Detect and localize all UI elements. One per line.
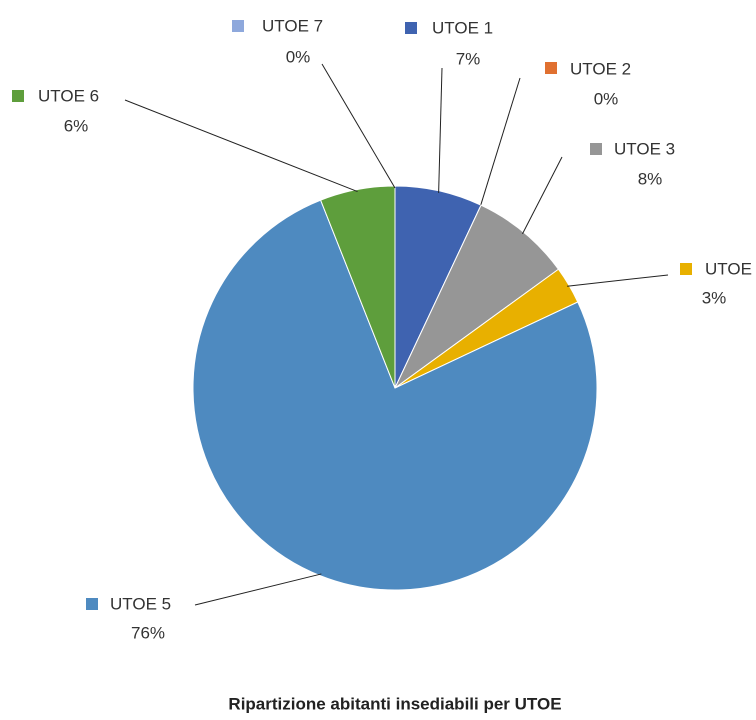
chart-title: Ripartizione abitanti insediabili per UT… — [228, 694, 561, 713]
legend-swatch — [86, 598, 98, 610]
category-label: UTOE 1 — [432, 18, 493, 37]
leader-line — [124, 99, 358, 193]
value-label: 0% — [286, 47, 311, 66]
value-label: 6% — [64, 116, 89, 135]
leader-line — [321, 63, 396, 189]
legend-swatch — [590, 143, 602, 155]
leader-line — [194, 573, 322, 606]
category-label: UTOE 7 — [262, 16, 323, 35]
legend-swatch — [545, 62, 557, 74]
legend-swatch — [12, 90, 24, 102]
value-label: 76% — [131, 623, 165, 642]
category-label: UTOE 3 — [614, 139, 675, 158]
pie-slice — [192, 199, 598, 591]
category-label: UTOE 2 — [570, 59, 631, 78]
leader-line — [522, 156, 563, 235]
value-label: 7% — [456, 49, 481, 68]
leader-line — [479, 77, 521, 208]
value-label: 0% — [594, 89, 619, 108]
legend-swatch — [405, 22, 417, 34]
leader-line — [567, 274, 669, 287]
legend-swatch — [680, 263, 692, 275]
category-label: UTOE 5 — [110, 594, 171, 613]
category-label: UTOE 4 — [705, 259, 756, 278]
leader-line — [438, 67, 443, 193]
value-label: 3% — [702, 288, 727, 307]
value-label: 8% — [638, 169, 663, 188]
legend-swatch — [232, 20, 244, 32]
category-label: UTOE 6 — [38, 86, 99, 105]
